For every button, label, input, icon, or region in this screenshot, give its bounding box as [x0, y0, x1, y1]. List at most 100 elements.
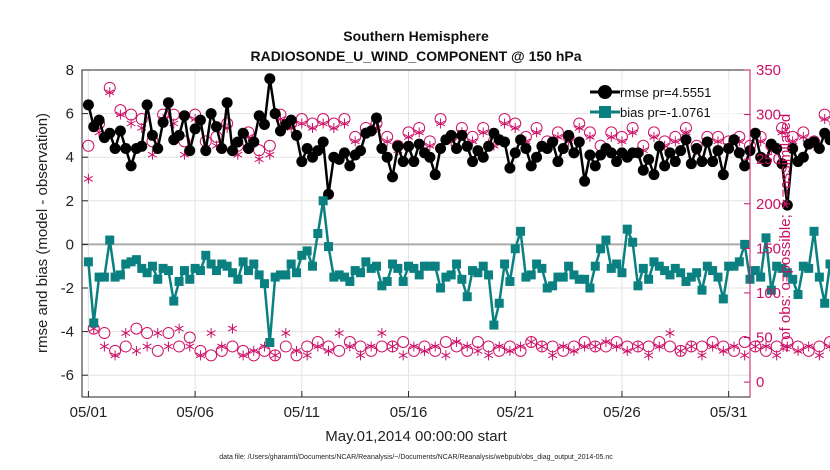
- obs-assimilated-point: [708, 341, 718, 352]
- bias-point: [510, 244, 520, 254]
- obs-assimilated-point: [804, 341, 814, 352]
- rmse-point: [210, 121, 222, 133]
- y2-tick-label: 200: [756, 196, 781, 213]
- obs-assimilated-point: [238, 350, 248, 361]
- rmse-point: [824, 134, 830, 146]
- rmse-point: [237, 127, 249, 139]
- bias-point: [243, 266, 253, 276]
- bias-point: [617, 268, 627, 278]
- rmse-point: [733, 147, 745, 159]
- rmse-point: [355, 145, 367, 157]
- obs-assimilated-point: [644, 350, 654, 361]
- obs-assimilated-point: [270, 350, 280, 361]
- obs-possible-point: [333, 344, 346, 357]
- obs-assimilated-point: [414, 127, 424, 138]
- bias-point: [585, 283, 595, 293]
- bias-point: [494, 298, 504, 308]
- rmse-point: [771, 142, 783, 154]
- bias-point: [217, 259, 227, 269]
- bias-point: [681, 276, 691, 286]
- bias-point: [484, 270, 494, 280]
- obs-possible-point: [141, 327, 154, 340]
- bias-point: [398, 276, 408, 286]
- bias-point: [382, 276, 392, 286]
- obs-assimilated-point: [265, 149, 275, 160]
- obs-assimilated-point: [649, 131, 659, 142]
- obs-assimilated-point: [398, 350, 408, 361]
- obs-assimilated-point: [403, 131, 414, 142]
- obs-assimilated-point: [115, 109, 126, 120]
- bias-point: [356, 268, 366, 278]
- bias-point: [94, 272, 104, 282]
- bias-point: [83, 257, 93, 267]
- y-tick-label: -2: [61, 280, 74, 297]
- obs-possible-point: [162, 327, 175, 340]
- obs-assimilated-point: [131, 345, 142, 356]
- obs-possible-point: [813, 340, 826, 353]
- legend-bias-marker: [599, 106, 611, 118]
- y2-tick-label: 250: [756, 151, 781, 168]
- bias-point: [142, 268, 152, 278]
- obs-assimilated-point: [761, 341, 771, 352]
- bias-point: [622, 224, 632, 234]
- bias-point: [788, 274, 798, 284]
- bias-point: [692, 268, 702, 278]
- bias-point: [596, 244, 606, 254]
- obs-possible-point: [119, 340, 132, 353]
- x-tick-label: 05/31: [710, 404, 748, 421]
- obs-assimilated-point: [441, 350, 451, 361]
- obs-assimilated-point: [419, 345, 430, 356]
- bias-point: [489, 320, 499, 330]
- rmse-point: [290, 129, 302, 141]
- bias-point: [270, 272, 280, 282]
- rmse-point: [189, 123, 201, 135]
- obs-assimilated-point: [601, 336, 611, 347]
- bias-point: [137, 263, 147, 273]
- rmse-point: [136, 140, 148, 152]
- obs-assimilated-point: [531, 127, 542, 138]
- rmse-point: [712, 145, 724, 157]
- obs-assimilated-point: [580, 341, 590, 352]
- obs-possible-point: [386, 340, 399, 353]
- bias-point: [361, 257, 371, 267]
- bias-point: [804, 263, 814, 273]
- obs-assimilated-point: [590, 341, 600, 352]
- bias-point: [612, 259, 622, 269]
- rmse-point: [611, 156, 623, 168]
- rmse-point: [680, 134, 692, 146]
- bias-point: [649, 257, 659, 267]
- obs-assimilated-point: [153, 328, 163, 339]
- obs-possible-point: [98, 327, 111, 340]
- obs-assimilated-point: [526, 336, 536, 347]
- bias-point: [473, 268, 483, 278]
- rmse-point: [648, 169, 660, 181]
- rmse-point: [760, 156, 772, 168]
- bias-point: [206, 259, 216, 269]
- rmse-point: [525, 160, 537, 172]
- bias-point: [153, 274, 163, 284]
- rmse-point: [296, 156, 308, 168]
- rmse-point: [157, 116, 169, 128]
- obs-assimilated-point: [515, 341, 526, 352]
- obs-possible-point: [663, 340, 676, 353]
- bias-point: [521, 272, 531, 282]
- obs-assimilated-point: [478, 127, 488, 138]
- bias-point: [302, 246, 312, 256]
- rmse-point: [226, 145, 238, 157]
- rmse-point: [552, 156, 564, 168]
- bias-point: [766, 285, 776, 295]
- obs-assimilated-point: [110, 350, 120, 361]
- bias-point: [713, 272, 723, 282]
- rmse-point: [579, 175, 591, 187]
- rmse-point: [547, 136, 559, 148]
- obs-assimilated-point: [366, 341, 376, 352]
- obs-assimilated-point: [249, 345, 259, 356]
- footnote: data file: /Users/gharamti/Documents/NCA…: [219, 454, 613, 461]
- bias-point: [574, 274, 584, 284]
- obs-assimilated-point: [750, 341, 760, 352]
- bias-point: [558, 272, 568, 282]
- obs-assimilated-point: [814, 350, 824, 361]
- obs-possible-point: [824, 335, 830, 348]
- obs-assimilated-point: [425, 140, 435, 151]
- bias-point: [147, 261, 157, 271]
